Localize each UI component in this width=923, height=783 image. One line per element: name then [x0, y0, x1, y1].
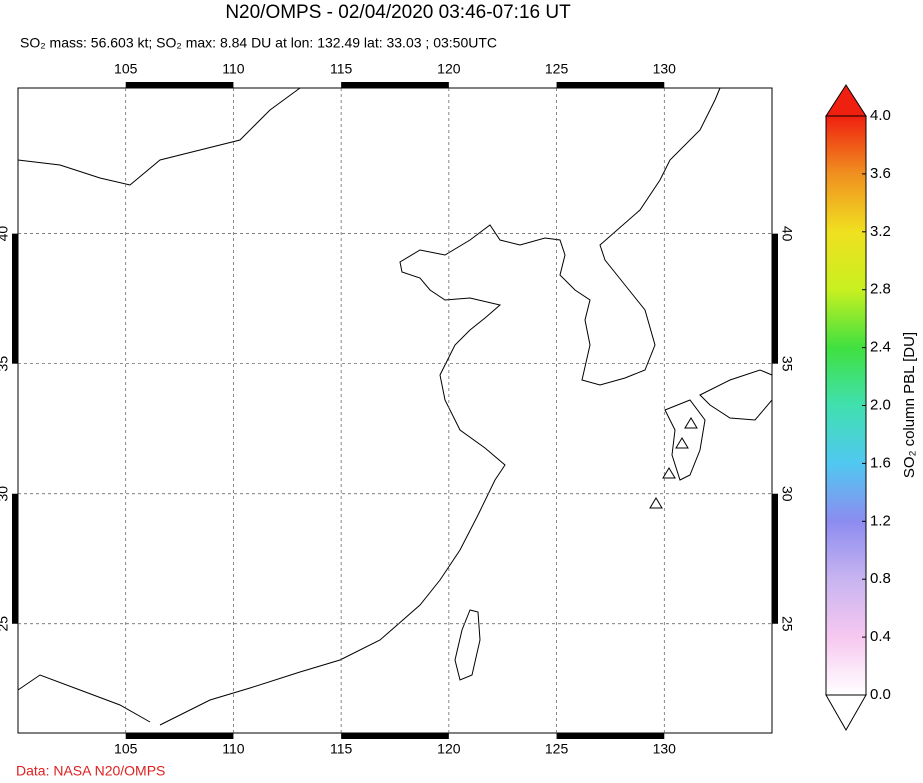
colorbar-tick-label: 0.0 — [870, 686, 891, 703]
frame-band — [341, 82, 449, 88]
frame-band — [125, 733, 234, 739]
frame-band — [12, 233, 18, 364]
x-tick-label: 110 — [222, 741, 245, 757]
y-tick-label: 25 — [779, 616, 795, 632]
coastline — [159, 87, 721, 726]
colorbar-tick-label: 0.8 — [870, 570, 891, 587]
volcano — [675, 437, 689, 449]
y-tick-label: 30 — [779, 486, 795, 502]
x-tick-label: 130 — [653, 61, 677, 77]
coastlines — [17, 87, 773, 726]
y-tick-label: 30 — [0, 486, 11, 502]
colorbar-tick-label: 3.6 — [870, 165, 891, 182]
x-tick-label: 115 — [330, 741, 353, 757]
x-tick-label: 130 — [653, 741, 677, 757]
colorbar-tick-label: 2.8 — [870, 281, 891, 298]
map-frame — [17, 87, 773, 734]
frame-band — [556, 82, 665, 88]
y-tick-label: 40 — [779, 226, 795, 242]
colorbar-tick-label: 1.6 — [870, 454, 891, 471]
colorbar-tick-label: 0.4 — [870, 628, 891, 645]
subtitle: SO₂ mass: 56.603 kt; SO₂ max: 8.84 DU at… — [20, 35, 497, 51]
coastline — [699, 369, 773, 421]
volcano — [662, 467, 676, 479]
frame-band — [341, 733, 449, 739]
y-tick-label: 35 — [779, 356, 795, 372]
colorbar-tick-label: 2.0 — [870, 396, 891, 413]
x-tick-label: 125 — [545, 61, 569, 77]
frame-band — [125, 82, 234, 88]
x-tick-label: 115 — [330, 61, 353, 77]
x-tick-label: 110 — [222, 61, 245, 77]
x-tick-label: 105 — [114, 741, 138, 757]
colorbar-label: SO₂ column PBL [DU] — [901, 332, 918, 478]
coastline — [664, 399, 706, 481]
colorbar-tick-label: 4.0 — [870, 107, 891, 124]
colorbar-tick-label: 2.4 — [870, 339, 891, 356]
colorbar-tick-label: 1.2 — [870, 512, 891, 529]
y-tick-label: 35 — [0, 356, 11, 372]
volcano-markers — [649, 417, 698, 509]
frame-band — [772, 493, 778, 624]
volcano — [649, 497, 663, 509]
colorbar-high-cap — [825, 84, 867, 117]
colorbar-tick-label: 3.2 — [870, 223, 891, 240]
frame-band — [556, 733, 665, 739]
x-tick-label: 120 — [437, 61, 461, 77]
x-tick-label: 105 — [114, 61, 138, 77]
y-tick-label: 25 — [0, 616, 11, 632]
x-tick-label: 120 — [437, 741, 461, 757]
volcano — [684, 417, 698, 429]
coastline — [17, 674, 151, 723]
coastline — [454, 609, 481, 681]
y-tick-label: 40 — [0, 226, 11, 242]
footer: Data: NASA N20/OMPS — [16, 763, 165, 779]
coastline — [17, 87, 301, 186]
frame-band — [12, 493, 18, 624]
frame-band — [772, 233, 778, 364]
colorbar — [825, 115, 867, 696]
x-tick-label: 125 — [545, 741, 569, 757]
title: N20/OMPS - 02/04/2020 03:46-07:16 UT — [225, 2, 571, 23]
colorbar-low-cap — [825, 694, 867, 732]
